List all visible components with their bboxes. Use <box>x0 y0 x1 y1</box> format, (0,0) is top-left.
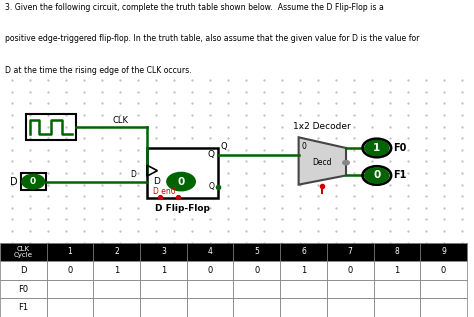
Polygon shape <box>299 137 346 184</box>
Bar <box>93 261 140 280</box>
Text: 7: 7 <box>348 247 353 256</box>
Text: 1: 1 <box>161 266 166 275</box>
Text: F0: F0 <box>18 285 28 294</box>
Text: D: D <box>153 177 160 186</box>
Bar <box>21 173 46 190</box>
Bar <box>140 280 187 298</box>
Text: D en0: D en0 <box>153 187 175 196</box>
Bar <box>93 280 140 298</box>
Text: 3. Given the following circuit, complete the truth table shown below.  Assume th: 3. Given the following circuit, complete… <box>5 3 383 12</box>
Text: 6: 6 <box>301 247 306 256</box>
Text: D: D <box>20 266 27 275</box>
Circle shape <box>343 160 349 165</box>
Text: 0: 0 <box>67 266 73 275</box>
Bar <box>280 298 327 317</box>
Bar <box>374 280 420 298</box>
Text: 3: 3 <box>161 247 166 256</box>
Text: 4: 4 <box>208 247 212 256</box>
Bar <box>187 243 233 261</box>
Text: positive edge-triggered flip-flop. In the truth table, also assume that the give: positive edge-triggered flip-flop. In th… <box>5 34 419 42</box>
Bar <box>140 243 187 261</box>
Text: 0: 0 <box>208 266 213 275</box>
Bar <box>280 243 327 261</box>
Text: 0: 0 <box>30 177 36 186</box>
Bar <box>46 243 93 261</box>
Text: CLK
Cycle: CLK Cycle <box>14 246 33 258</box>
Bar <box>0 243 46 261</box>
Bar <box>187 298 233 317</box>
Bar <box>0 298 46 317</box>
Bar <box>233 243 280 261</box>
Text: F1: F1 <box>393 171 406 180</box>
Text: 5: 5 <box>255 247 259 256</box>
Text: D Flip-Flop: D Flip-Flop <box>155 204 210 213</box>
Bar <box>233 280 280 298</box>
Text: 0: 0 <box>254 266 259 275</box>
Text: 0: 0 <box>301 142 306 151</box>
Text: 2: 2 <box>114 247 119 256</box>
Text: D: D <box>130 170 136 178</box>
Bar <box>140 298 187 317</box>
Bar <box>0 261 46 280</box>
Bar <box>420 298 467 317</box>
Text: Decd: Decd <box>312 158 331 167</box>
Text: 8: 8 <box>394 247 399 256</box>
Circle shape <box>365 140 389 156</box>
Text: D: D <box>10 177 18 187</box>
Bar <box>233 261 280 280</box>
Bar <box>420 243 467 261</box>
Bar <box>187 280 233 298</box>
Bar <box>93 298 140 317</box>
Circle shape <box>365 168 389 183</box>
Bar <box>233 298 280 317</box>
Bar <box>280 261 327 280</box>
Bar <box>327 261 374 280</box>
Circle shape <box>22 174 45 189</box>
Text: 1: 1 <box>114 266 119 275</box>
Text: 0: 0 <box>177 177 185 187</box>
Bar <box>26 114 76 140</box>
Bar <box>374 261 420 280</box>
Text: F0: F0 <box>393 143 406 153</box>
Bar <box>147 148 218 198</box>
Bar <box>327 243 374 261</box>
Text: Q: Q <box>220 142 227 151</box>
Bar <box>327 280 374 298</box>
Text: 0: 0 <box>441 266 446 275</box>
Text: 1: 1 <box>394 266 400 275</box>
Text: D at the time the rising edge of the CLK occurs.: D at the time the rising edge of the CLK… <box>5 66 191 74</box>
Text: 9: 9 <box>441 247 446 256</box>
Bar <box>187 261 233 280</box>
Bar <box>327 298 374 317</box>
Bar <box>0 280 46 298</box>
Text: 0: 0 <box>373 171 381 180</box>
Bar <box>280 280 327 298</box>
Bar <box>46 298 93 317</box>
Text: 0: 0 <box>347 266 353 275</box>
Text: Q: Q <box>207 150 214 159</box>
Bar <box>46 261 93 280</box>
Bar <box>93 243 140 261</box>
Bar <box>140 261 187 280</box>
Text: 1x2 Decoder: 1x2 Decoder <box>293 122 351 131</box>
Bar <box>374 298 420 317</box>
Bar <box>420 280 467 298</box>
Text: 1: 1 <box>301 266 306 275</box>
Bar <box>46 280 93 298</box>
Text: F1: F1 <box>18 303 28 312</box>
Text: 1: 1 <box>68 247 73 256</box>
Text: Q: Q <box>209 182 214 191</box>
Circle shape <box>167 172 195 191</box>
Text: 1: 1 <box>373 143 381 153</box>
Bar <box>420 261 467 280</box>
Bar <box>374 243 420 261</box>
Text: CLK: CLK <box>113 116 129 125</box>
